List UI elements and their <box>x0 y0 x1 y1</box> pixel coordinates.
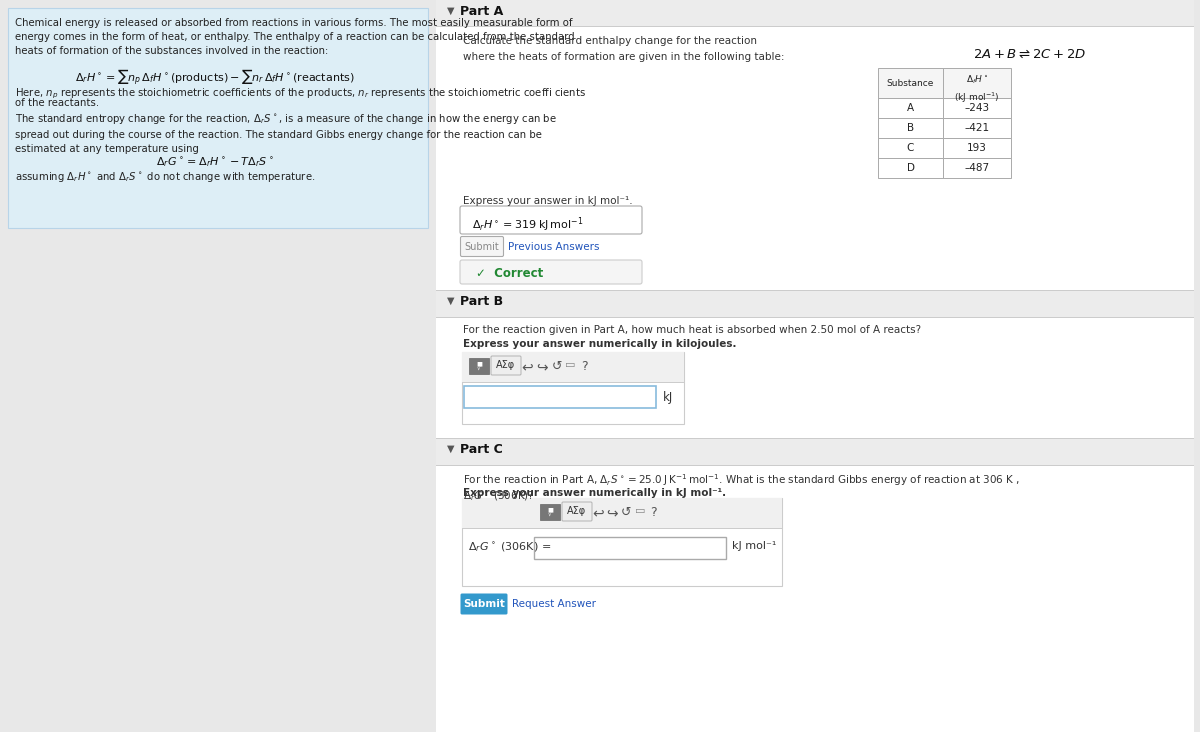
Text: Part B: Part B <box>460 295 503 308</box>
Text: ✓  Correct: ✓ Correct <box>476 267 544 280</box>
Bar <box>943 158 1010 178</box>
Bar <box>436 26 1194 27</box>
Text: Part C: Part C <box>460 443 503 456</box>
Bar <box>436 291 1194 317</box>
Text: ?: ? <box>581 360 587 373</box>
Text: –243: –243 <box>965 103 990 113</box>
Text: ↩: ↩ <box>592 506 604 520</box>
Text: –487: –487 <box>965 163 990 173</box>
Text: ▼: ▼ <box>446 6 455 16</box>
Text: B: B <box>907 123 914 133</box>
Text: ↩: ↩ <box>521 360 533 374</box>
Bar <box>436 439 1194 465</box>
FancyBboxPatch shape <box>461 594 508 614</box>
Text: Express your answer numerically in kilojoules.: Express your answer numerically in kiloj… <box>463 339 737 349</box>
Bar <box>878 98 943 118</box>
Text: Submit: Submit <box>464 242 499 252</box>
Bar <box>436 0 1194 1</box>
Bar <box>878 138 943 158</box>
Text: kJ: kJ <box>662 391 673 404</box>
Text: D: D <box>906 163 914 173</box>
Text: Request Answer: Request Answer <box>512 599 596 609</box>
Bar <box>436 0 1194 26</box>
Text: ■
√: ■ √ <box>476 361 482 371</box>
Bar <box>462 382 684 383</box>
Bar <box>436 465 1194 466</box>
Bar <box>8 8 428 228</box>
Bar <box>943 138 1010 158</box>
Text: Submit: Submit <box>463 599 505 609</box>
Text: AΣφ: AΣφ <box>568 506 587 516</box>
Text: For the reaction given in Part A, how much heat is absorbed when 2.50 mol of A r: For the reaction given in Part A, how mu… <box>463 325 922 335</box>
Bar <box>943 118 1010 138</box>
FancyBboxPatch shape <box>562 502 592 521</box>
Text: ?: ? <box>649 506 656 519</box>
Text: Previous Answers: Previous Answers <box>508 242 600 252</box>
Bar <box>540 504 560 520</box>
Bar <box>878 68 943 98</box>
Text: Here, $n_p$ represents the stoichiometric coefficients of the products, $n_r$ re: Here, $n_p$ represents the stoichiometri… <box>14 87 586 102</box>
Text: $\Delta_f H^\circ$
(kJ mol$^{-1}$): $\Delta_f H^\circ$ (kJ mol$^{-1}$) <box>954 74 1000 105</box>
Bar <box>436 0 1194 732</box>
Text: Express your answer numerically in kJ mol⁻¹.: Express your answer numerically in kJ mo… <box>463 488 726 498</box>
Text: Substance: Substance <box>887 78 934 88</box>
Text: ↺: ↺ <box>552 360 563 373</box>
Text: Part A: Part A <box>460 5 503 18</box>
Bar <box>464 386 656 408</box>
Text: ↪: ↪ <box>536 360 548 374</box>
Bar <box>436 290 1194 291</box>
Bar <box>462 352 684 424</box>
Bar <box>534 537 726 559</box>
Bar <box>943 98 1010 118</box>
Text: $\Delta_r H^\circ = \sum n_p\,\Delta_f H^\circ(\mathrm{products}) - \sum n_r\,\D: $\Delta_r H^\circ = \sum n_p\,\Delta_f H… <box>76 68 355 89</box>
Text: ▭: ▭ <box>565 360 575 370</box>
Text: of the reactants.: of the reactants. <box>14 98 100 108</box>
Bar <box>436 438 1194 439</box>
Text: ▭: ▭ <box>635 506 646 516</box>
Bar <box>878 118 943 138</box>
Text: ↪: ↪ <box>606 506 618 520</box>
Text: assuming $\Delta_r H^\circ$ and $\Delta_r S^\circ$ do not change with temperatur: assuming $\Delta_r H^\circ$ and $\Delta_… <box>14 170 316 184</box>
Text: kJ mol⁻¹: kJ mol⁻¹ <box>732 541 776 551</box>
Text: –421: –421 <box>965 123 990 133</box>
FancyBboxPatch shape <box>461 236 504 256</box>
Bar <box>436 317 1194 318</box>
Text: AΣφ: AΣφ <box>497 360 516 370</box>
FancyBboxPatch shape <box>491 356 521 375</box>
FancyBboxPatch shape <box>460 260 642 284</box>
Bar <box>462 352 684 382</box>
Text: where the heats of formation are given in the following table:: where the heats of formation are given i… <box>463 52 785 62</box>
Text: Chemical energy is released or absorbed from reactions in various forms. The mos: Chemical energy is released or absorbed … <box>14 18 575 56</box>
Bar <box>462 498 782 528</box>
Bar <box>878 158 943 178</box>
Text: $2A + B \rightleftharpoons 2C + 2D$: $2A + B \rightleftharpoons 2C + 2D$ <box>973 48 1086 61</box>
Bar <box>462 498 782 586</box>
Text: $\Delta_r G^\circ$ (306K) =: $\Delta_r G^\circ$ (306K) = <box>468 540 551 553</box>
Bar <box>462 528 782 529</box>
Text: $\Delta_r G^\circ = \Delta_r H^\circ - T\Delta_r S^\circ$: $\Delta_r G^\circ = \Delta_r H^\circ - T… <box>156 155 274 169</box>
Text: ▼: ▼ <box>446 296 455 306</box>
Text: A: A <box>907 103 914 113</box>
Text: 193: 193 <box>967 143 986 153</box>
Text: ■
√: ■ √ <box>547 507 553 517</box>
Bar <box>469 358 490 374</box>
Text: Express your answer in kJ mol⁻¹.: Express your answer in kJ mol⁻¹. <box>463 196 632 206</box>
Text: $\Delta_r H^\circ = 319\;\mathrm{kJ\,mol^{-1}}$: $\Delta_r H^\circ = 319\;\mathrm{kJ\,mol… <box>472 215 583 234</box>
Bar <box>943 68 1010 98</box>
Text: C: C <box>907 143 914 153</box>
Text: ▼: ▼ <box>446 444 455 454</box>
FancyBboxPatch shape <box>460 206 642 234</box>
Text: Calculate the standard enthalpy change for the reaction: Calculate the standard enthalpy change f… <box>463 36 757 46</box>
Text: The standard entropy change for the reaction, $\Delta_r S^\circ$, is a measure o: The standard entropy change for the reac… <box>14 112 557 154</box>
Text: For the reaction in Part A, $\Delta_r S^\circ = 25.0\;\mathrm{J\,K^{-1}\,mol^{-1: For the reaction in Part A, $\Delta_r S^… <box>463 472 1020 504</box>
Text: ↺: ↺ <box>620 506 631 519</box>
